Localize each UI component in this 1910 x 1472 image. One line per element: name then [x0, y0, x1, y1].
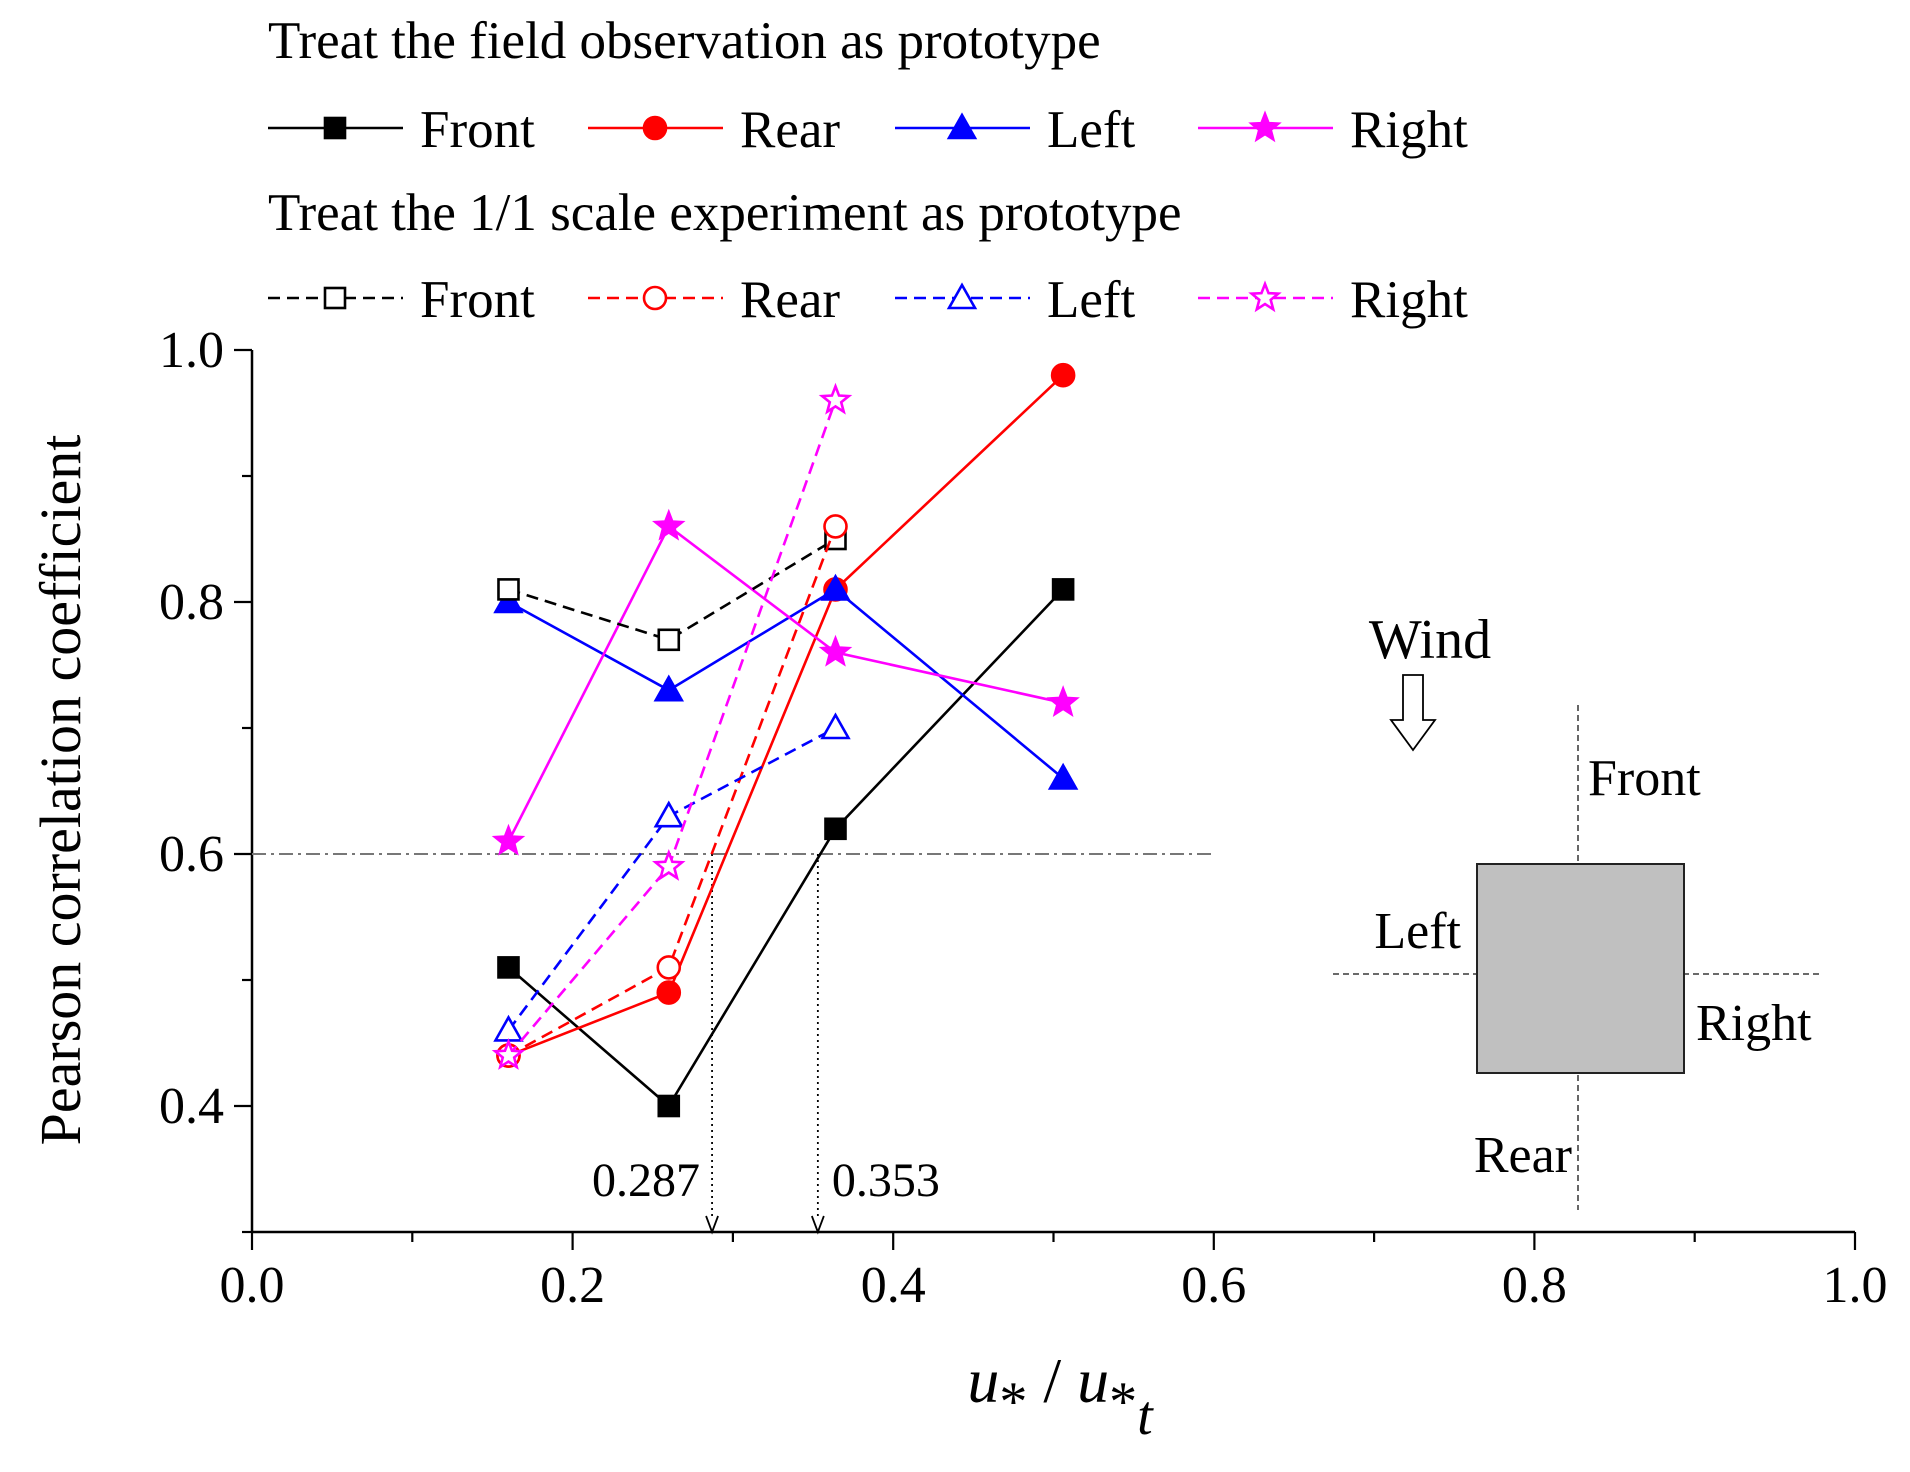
x-tick-label: 0.8 [1502, 1257, 1567, 1314]
threshold-label: 0.353 [832, 1154, 940, 1207]
legend-row-scale: Front Rear Left Right [268, 271, 1468, 329]
x-tick-label: 0.2 [540, 1257, 605, 1314]
legend-group-title-scale: Treat the 1/1 scale experiment as protot… [268, 184, 1182, 242]
series-line-field_left [507, 587, 1064, 780]
legend-label: Rear [740, 101, 840, 159]
legend: Treat the field observation as prototype… [268, 12, 1468, 329]
data-point-scale_right [491, 1037, 526, 1070]
legend-marker [1248, 280, 1282, 313]
legend-item-scale_front: Front [268, 271, 535, 329]
wind-arrow-icon [1389, 674, 1437, 752]
x-axis-label-star2: * [1109, 1371, 1137, 1433]
data-point-field_front [657, 1094, 681, 1118]
legend-item-field_front: Front [268, 101, 535, 159]
building-block [1476, 863, 1685, 1074]
data-point-scale_right [652, 848, 686, 881]
data-point-scale_left [653, 800, 685, 828]
inset-right-label: Right [1696, 995, 1812, 1052]
legend-marker [323, 286, 347, 310]
series-field_right [491, 508, 1080, 856]
series-line-field_rear [508, 374, 1064, 1057]
y-tick-label: 0.4 [159, 1078, 224, 1135]
y-tick-label: 1.0 [159, 322, 224, 379]
y-axis-label: Pearson correlation coefficient [28, 435, 93, 1146]
series-line-field_right [507, 524, 1064, 842]
data-point-field_rear [1050, 362, 1076, 388]
legend-item-field_right: Right [1198, 101, 1468, 159]
legend-marker [323, 116, 347, 140]
x-axis-label: u* / u*t [967, 1345, 1154, 1447]
legend-label: Right [1350, 101, 1468, 159]
inset-schematic: Wind Front Rear Left Right [1333, 609, 1822, 1210]
series-scale_left [493, 712, 851, 1042]
data-point-field_left [820, 573, 851, 601]
data-point-field_right [491, 823, 526, 856]
legend-label: Right [1350, 271, 1468, 329]
inset-rear-label: Rear [1474, 1127, 1572, 1184]
data-point-field_left [1047, 762, 1079, 790]
data-point-field_rear [656, 980, 682, 1005]
data-point-field_right [652, 508, 686, 541]
data-point-scale_rear [656, 955, 682, 980]
data-point-field_left [653, 674, 685, 702]
legend-label: Rear [740, 271, 840, 329]
y-tick-label: 0.8 [159, 574, 224, 631]
x-tick-label: 0.6 [1181, 1257, 1246, 1314]
data-point-field_right [1046, 685, 1080, 718]
legend-row-field: Front Rear Left Right [268, 101, 1468, 159]
axes: 0.0 0.2 0.4 0.6 0.8 1.0 0.4 0.6 0.8 1.0 [159, 322, 1888, 1314]
legend-item-field_left: Left [895, 101, 1136, 159]
threshold-arrow-icon [705, 1215, 719, 1235]
data-point-scale_front [657, 628, 681, 652]
legend-label: Front [420, 101, 535, 159]
legend-marker [946, 282, 978, 310]
legend-marker [1248, 110, 1282, 143]
legend-item-field_rear: Rear [588, 101, 840, 159]
legend-item-scale_right: Right [1198, 271, 1468, 329]
legend-group-title-field: Treat the field observation as prototype [268, 12, 1101, 70]
legend-marker [642, 285, 668, 311]
data-point-field_front [824, 817, 847, 841]
x-tick-label: 0.4 [861, 1257, 926, 1314]
inset-front-label: Front [1588, 750, 1701, 807]
legend-item-scale_left: Left [895, 271, 1136, 329]
data-point-field_front [497, 956, 520, 979]
legend-marker [946, 112, 978, 140]
series-scale_right [491, 382, 853, 1070]
wind-label: Wind [1369, 609, 1491, 671]
legend-item-scale_rear: Rear [588, 271, 840, 329]
data-point-field_front [1051, 578, 1075, 601]
series-field_front [497, 578, 1075, 1118]
data-point-field_right [818, 634, 853, 667]
data-point-scale_left [820, 712, 851, 740]
x-tick-label: 1.0 [1823, 1257, 1888, 1314]
y-tick-label: 0.6 [159, 826, 224, 883]
legend-label: Front [420, 271, 535, 329]
x-axis-label-sep: / [1027, 1345, 1077, 1416]
x-axis-label-star1: * [999, 1371, 1027, 1433]
x-axis-label-t: t [1137, 1385, 1154, 1447]
data-point-scale_right [818, 382, 853, 415]
x-ticks: 0.0 0.2 0.4 0.6 0.8 1.0 [220, 1232, 1888, 1314]
inset-left-label: Left [1374, 903, 1461, 960]
series-layer [491, 362, 1080, 1118]
data-point-scale_front [497, 578, 520, 601]
series-line-field_front [507, 588, 1065, 1108]
x-axis-label-u2: u [1077, 1345, 1109, 1416]
x-tick-label: 0.0 [220, 1257, 285, 1314]
data-point-scale_rear [823, 514, 848, 539]
x-axis-label-u1: u [967, 1345, 999, 1416]
legend-label: Left [1047, 271, 1136, 329]
legend-marker [642, 115, 668, 141]
legend-label: Left [1047, 101, 1136, 159]
threshold-arrow-icon [811, 1215, 825, 1235]
y-ticks: 0.4 0.6 0.8 1.0 [159, 322, 252, 1234]
threshold-label: 0.287 [592, 1154, 700, 1207]
